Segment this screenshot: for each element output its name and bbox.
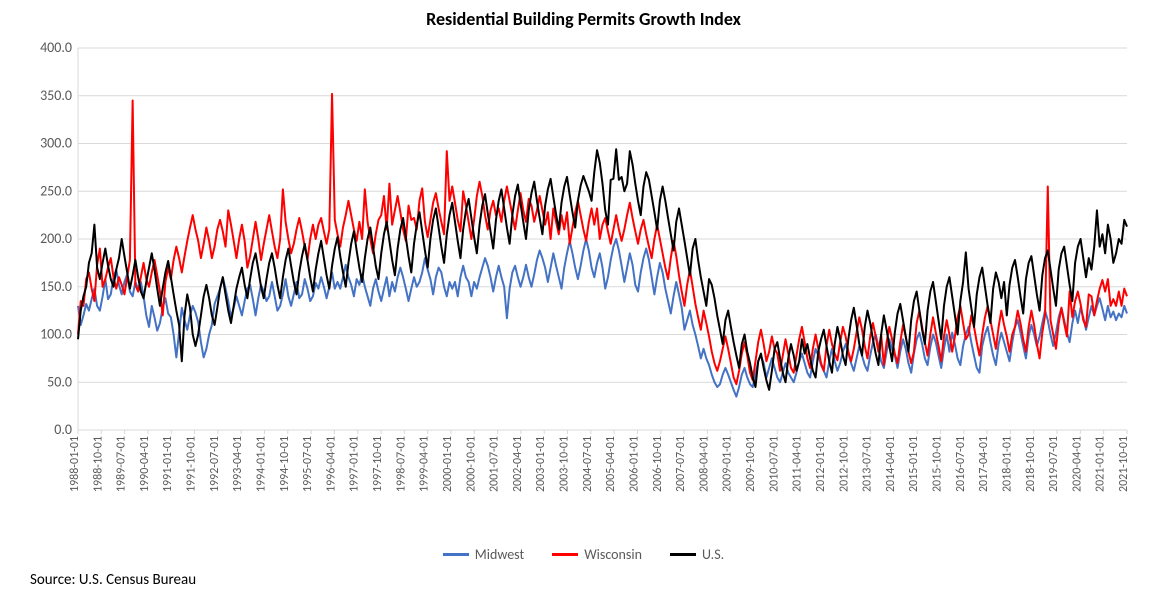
svg-text:1998-07-01: 1998-07-01: [394, 436, 408, 492]
chart-page: Residential Building Permits Growth Inde…: [0, 0, 1167, 595]
svg-text:2021-10-01: 2021-10-01: [1117, 436, 1131, 492]
svg-text:2009-01-01: 2009-01-01: [721, 436, 735, 492]
svg-text:0.0: 0.0: [54, 421, 72, 438]
svg-text:1997-10-01: 1997-10-01: [371, 436, 385, 492]
svg-text:2005-04-01: 2005-04-01: [604, 436, 618, 492]
svg-text:2020-04-01: 2020-04-01: [1070, 436, 1084, 492]
legend-label: Midwest: [475, 546, 524, 563]
svg-text:2009-10-01: 2009-10-01: [744, 436, 758, 492]
legend-swatch: [670, 553, 696, 556]
svg-text:2006-01-01: 2006-01-01: [627, 436, 641, 492]
svg-text:50.0: 50.0: [47, 373, 72, 390]
svg-text:1993-04-01: 1993-04-01: [231, 436, 245, 492]
svg-text:1997-01-01: 1997-01-01: [348, 436, 362, 492]
svg-text:1988-10-01: 1988-10-01: [91, 436, 105, 492]
svg-text:1990-04-01: 1990-04-01: [138, 436, 152, 492]
legend-item: Midwest: [443, 546, 524, 563]
svg-text:400.0: 400.0: [40, 40, 72, 56]
svg-text:1995-07-01: 1995-07-01: [301, 436, 315, 492]
svg-text:1991-10-01: 1991-10-01: [185, 436, 199, 492]
svg-text:1994-10-01: 1994-10-01: [278, 436, 292, 492]
svg-text:200.0: 200.0: [40, 230, 72, 247]
line-chart: 0.0 50.0 100.0 150.0 200.0 250.0 300.0 350.0 400…: [30, 40, 1137, 520]
svg-text:1989-07-01: 1989-07-01: [115, 436, 129, 492]
legend-label: U.S.: [702, 546, 724, 563]
svg-text:100.0: 100.0: [40, 326, 72, 343]
svg-text:2006-10-01: 2006-10-01: [651, 436, 665, 492]
svg-text:350.0: 350.0: [40, 87, 72, 104]
svg-text:2003-01-01: 2003-01-01: [534, 436, 548, 492]
svg-text:1994-01-01: 1994-01-01: [254, 436, 268, 492]
svg-text:2012-01-01: 2012-01-01: [814, 436, 828, 492]
svg-text:2017-04-01: 2017-04-01: [977, 436, 991, 492]
chart-title: Residential Building Permits Growth Inde…: [0, 0, 1167, 30]
legend-item: U.S.: [670, 546, 724, 563]
svg-text:2012-10-01: 2012-10-01: [837, 436, 851, 492]
svg-text:2013-07-01: 2013-07-01: [861, 436, 875, 492]
legend-swatch: [552, 553, 578, 556]
legend: Midwest Wisconsin U.S.: [0, 546, 1167, 563]
source-label: Source: U.S. Census Bureau: [30, 571, 196, 589]
legend-swatch: [443, 553, 469, 556]
svg-text:250.0: 250.0: [40, 182, 72, 199]
svg-text:1991-01-01: 1991-01-01: [161, 436, 175, 492]
svg-text:2011-04-01: 2011-04-01: [791, 436, 805, 492]
chart-container: 0.0 50.0 100.0 150.0 200.0 250.0 300.0 350.0 400…: [30, 40, 1137, 520]
legend-label: Wisconsin: [584, 546, 642, 563]
svg-text:2016-07-01: 2016-07-01: [954, 436, 968, 492]
svg-text:2019-07-01: 2019-07-01: [1047, 436, 1061, 492]
svg-text:1999-04-01: 1999-04-01: [418, 436, 432, 492]
legend-item: Wisconsin: [552, 546, 642, 563]
svg-text:2003-10-01: 2003-10-01: [558, 436, 572, 492]
svg-text:2007-07-01: 2007-07-01: [674, 436, 688, 492]
svg-text:2014-04-01: 2014-04-01: [884, 436, 898, 492]
svg-text:2008-04-01: 2008-04-01: [697, 436, 711, 492]
svg-text:1988-01-01: 1988-01-01: [68, 436, 82, 492]
svg-text:2015-01-01: 2015-01-01: [907, 436, 921, 492]
svg-text:2018-10-01: 2018-10-01: [1024, 436, 1038, 492]
svg-text:2000-01-01: 2000-01-01: [441, 436, 455, 492]
svg-text:300.0: 300.0: [40, 135, 72, 152]
svg-text:2021-01-01: 2021-01-01: [1094, 436, 1108, 492]
svg-text:2004-07-01: 2004-07-01: [581, 436, 595, 492]
svg-text:1992-07-01: 1992-07-01: [208, 436, 222, 492]
svg-text:1996-04-01: 1996-04-01: [324, 436, 338, 492]
svg-text:2018-01-01: 2018-01-01: [1000, 436, 1014, 492]
svg-text:2015-10-01: 2015-10-01: [931, 436, 945, 492]
svg-text:2010-07-01: 2010-07-01: [767, 436, 781, 492]
svg-text:2001-07-01: 2001-07-01: [488, 436, 502, 492]
svg-text:2002-04-01: 2002-04-01: [511, 436, 525, 492]
svg-text:2000-10-01: 2000-10-01: [464, 436, 478, 492]
svg-text:150.0: 150.0: [40, 278, 72, 295]
